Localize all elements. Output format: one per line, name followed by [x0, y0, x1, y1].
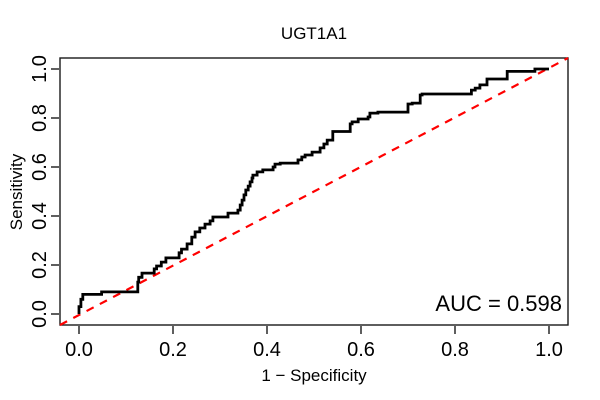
y-tick-label: 0.6 [29, 153, 51, 181]
x-axis-ticks: 0.0 0.2 0.4 0.6 0.8 1.0 [65, 326, 563, 361]
y-tick-label: 0.8 [29, 104, 51, 132]
chart-title: UGT1A1 [281, 24, 347, 43]
y-axis-label: Sensitivity [7, 153, 26, 230]
roc-curve [77, 67, 549, 314]
y-tick-label: 1.0 [29, 55, 51, 83]
reference-line [59, 57, 569, 326]
x-tick-label: 0.0 [65, 339, 93, 361]
y-axis-ticks: 0.0 0.2 0.4 0.6 0.8 1.0 [29, 55, 59, 328]
x-tick-label: 0.4 [253, 339, 281, 361]
x-tick-label: 0.8 [441, 339, 469, 361]
y-tick-label: 0.0 [29, 300, 51, 328]
x-tick-label: 0.6 [347, 339, 375, 361]
auc-annotation: AUC = 0.598 [435, 291, 562, 316]
x-tick-label: 1.0 [535, 339, 563, 361]
x-tick-label: 0.2 [159, 339, 187, 361]
plot-border [59, 57, 569, 326]
y-tick-label: 0.4 [29, 202, 51, 230]
x-axis-label: 1 − Specificity [261, 366, 367, 385]
y-tick-label: 0.2 [29, 251, 51, 279]
